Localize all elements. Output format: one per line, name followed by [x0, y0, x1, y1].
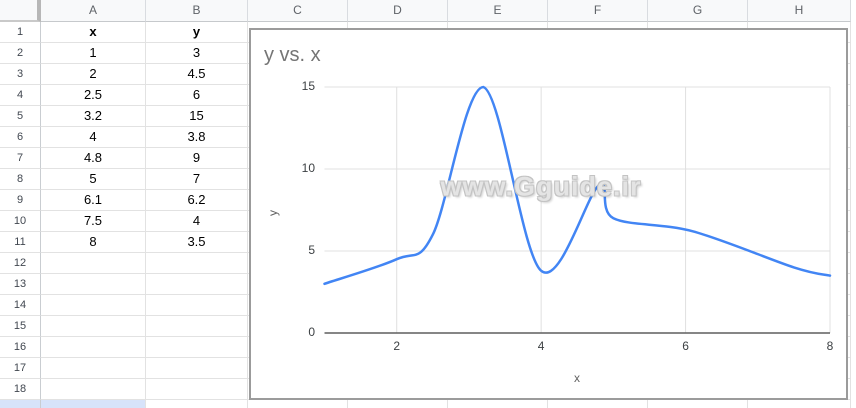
cell-A16[interactable]: [41, 337, 146, 358]
column-header-C[interactable]: C: [248, 0, 348, 22]
cell-B17[interactable]: [146, 358, 248, 379]
y-tick-label: 5: [308, 243, 315, 257]
series-line-y: [323, 85, 832, 286]
column-header-E[interactable]: E: [448, 0, 548, 22]
cell-B9[interactable]: 6.2: [146, 190, 248, 211]
cell-A19[interactable]: [41, 400, 146, 408]
row-header-8[interactable]: 8: [0, 169, 41, 190]
column-header-B[interactable]: B: [146, 0, 248, 22]
y-tick-label: 0: [308, 325, 315, 339]
x-tick-label: 4: [537, 339, 545, 353]
x-tick-label: 8: [826, 339, 834, 353]
row-header-13[interactable]: 13: [0, 274, 41, 295]
column-header-H[interactable]: H: [748, 0, 851, 22]
row-header-1[interactable]: 1: [0, 22, 41, 43]
cell-B12[interactable]: [146, 253, 248, 274]
cell-C19[interactable]: [248, 400, 348, 408]
cell-A12[interactable]: [41, 253, 146, 274]
cell-H19[interactable]: [748, 400, 851, 408]
cell-A10[interactable]: 7.5: [41, 211, 146, 232]
column-header-A[interactable]: A: [41, 0, 146, 22]
cell-A9[interactable]: 6.1: [41, 190, 146, 211]
cell-A6[interactable]: 4: [41, 127, 146, 148]
row-header-11[interactable]: 11: [0, 232, 41, 253]
cell-A7[interactable]: 4.8: [41, 148, 146, 169]
x-tick-label: 2: [393, 339, 401, 353]
column-header-G[interactable]: G: [648, 0, 748, 22]
row-header-9[interactable]: 9: [0, 190, 41, 211]
select-all-corner[interactable]: [0, 0, 41, 22]
row-header-2[interactable]: 2: [0, 43, 41, 64]
row-header-19[interactable]: [0, 400, 41, 408]
cell-B15[interactable]: [146, 316, 248, 337]
cell-B11[interactable]: 3.5: [146, 232, 248, 253]
row-header-4[interactable]: 4: [0, 85, 41, 106]
cell-B19[interactable]: [146, 400, 248, 408]
row-header-3[interactable]: 3: [0, 64, 41, 85]
cell-B8[interactable]: 7: [146, 169, 248, 190]
cell-B13[interactable]: [146, 274, 248, 295]
y-tick-label: 15: [301, 79, 315, 93]
cell-A4[interactable]: 2.5: [41, 85, 146, 106]
cell-B7[interactable]: 9: [146, 148, 248, 169]
cell-G19[interactable]: [648, 400, 748, 408]
cell-A17[interactable]: [41, 358, 146, 379]
line-chart-plot: [323, 85, 832, 334]
column-header-F[interactable]: F: [548, 0, 648, 22]
row-header-17[interactable]: 17: [0, 358, 41, 379]
cell-B16[interactable]: [146, 337, 248, 358]
table-row: [0, 400, 851, 408]
cell-A1[interactable]: x: [41, 22, 146, 43]
chart-title: y vs. x: [264, 44, 321, 66]
cell-B5[interactable]: 15: [146, 106, 248, 127]
y-tick-label: 10: [301, 161, 315, 175]
x-axis-title: x: [574, 371, 580, 385]
cell-A3[interactable]: 2: [41, 64, 146, 85]
embedded-chart[interactable]: y vs. x www.Gguide.ir x y 0 5 10 15 2 4 6 8: [249, 28, 848, 400]
y-axis-title: y: [266, 210, 280, 216]
cell-B18[interactable]: [146, 379, 248, 400]
cell-F19[interactable]: [548, 400, 648, 408]
cell-A18[interactable]: [41, 379, 146, 400]
cell-E19[interactable]: [448, 400, 548, 408]
cell-B3[interactable]: 4.5: [146, 64, 248, 85]
cell-A15[interactable]: [41, 316, 146, 337]
row-header-12[interactable]: 12: [0, 253, 41, 274]
row-header-14[interactable]: 14: [0, 295, 41, 316]
cell-B10[interactable]: 4: [146, 211, 248, 232]
row-header-7[interactable]: 7: [0, 148, 41, 169]
cell-D19[interactable]: [348, 400, 448, 408]
cell-A8[interactable]: 5: [41, 169, 146, 190]
cell-A2[interactable]: 1: [41, 43, 146, 64]
cell-B2[interactable]: 3: [146, 43, 248, 64]
row-header-5[interactable]: 5: [0, 106, 41, 127]
cell-A14[interactable]: [41, 295, 146, 316]
row-header-18[interactable]: 18: [0, 379, 41, 400]
cell-B6[interactable]: 3.8: [146, 127, 248, 148]
column-header-D[interactable]: D: [348, 0, 448, 22]
cell-A13[interactable]: [41, 274, 146, 295]
cell-A11[interactable]: 8: [41, 232, 146, 253]
row-header-10[interactable]: 10: [0, 211, 41, 232]
watermark: www.Gguide.ir: [440, 171, 642, 202]
cell-B14[interactable]: [146, 295, 248, 316]
cell-B1[interactable]: y: [146, 22, 248, 43]
cell-A5[interactable]: 3.2: [41, 106, 146, 127]
x-tick-label: 6: [682, 339, 689, 353]
row-header-6[interactable]: 6: [0, 127, 41, 148]
row-header-16[interactable]: 16: [0, 337, 41, 358]
row-header-15[interactable]: 15: [0, 316, 41, 337]
cell-B4[interactable]: 6: [146, 85, 248, 106]
